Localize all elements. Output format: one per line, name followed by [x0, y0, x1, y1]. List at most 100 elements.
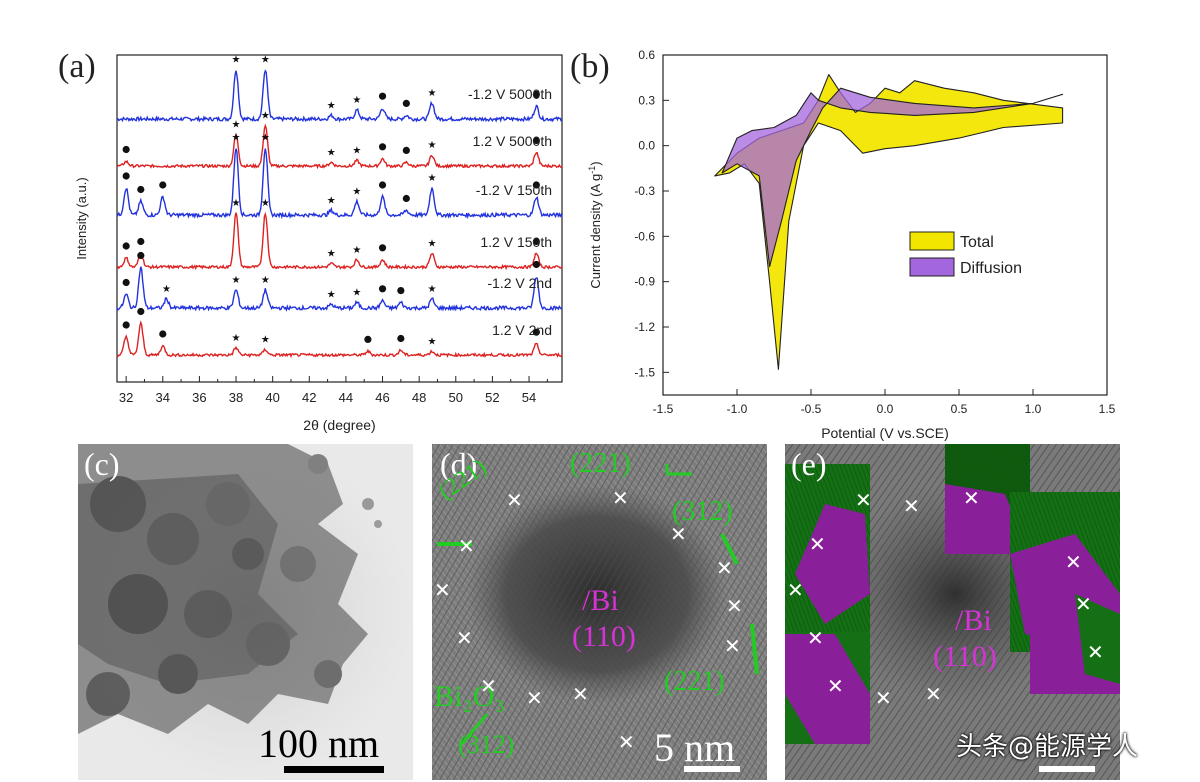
- xrd-phase-star-marker: ★: [261, 111, 270, 122]
- lattice-point-marker: ✕: [787, 578, 804, 602]
- lattice-point-marker: ✕: [572, 682, 589, 706]
- xrd-phase-star-marker: ★: [327, 100, 336, 111]
- xrd-phase-dot-marker: [137, 185, 145, 194]
- watermark: 头条@能源学人: [956, 732, 1139, 762]
- xrd-phase-star-marker: ★: [427, 284, 436, 295]
- panel-a-label: (a): [58, 48, 96, 85]
- panel-d-label: (d): [440, 446, 478, 482]
- annotation-bi-e-text: Bi: [963, 604, 992, 637]
- xrd-x-tick-label: 32: [119, 390, 133, 405]
- xrd-phase-dot-marker: [532, 328, 540, 336]
- xrd-phase-star-marker: ★: [352, 288, 361, 299]
- lattice-point-marker: ✕: [506, 488, 523, 512]
- cv-y-tick-label: 0.0: [638, 139, 655, 153]
- xrd-phase-star-marker: ★: [232, 333, 241, 344]
- xrd-phase-star-marker: ★: [427, 173, 436, 184]
- xrd-phase-dot-marker: [378, 285, 387, 293]
- lattice-point-marker: ✕: [1087, 640, 1104, 664]
- xrd-x-tick-label: 48: [412, 390, 426, 405]
- xrd-phase-star-marker: ★: [427, 336, 436, 347]
- xrd-phase-dot-marker: [137, 307, 145, 316]
- lattice-mark: [750, 623, 759, 675]
- hrtem-d-markers: [437, 464, 759, 745]
- xrd-phase-star-marker: ★: [427, 140, 436, 151]
- xrd-phase-star-marker: ★: [427, 239, 436, 250]
- lattice-point-marker: ✕: [875, 686, 892, 710]
- xrd-series-line: [116, 148, 563, 220]
- lattice-point-marker: ✕: [809, 532, 826, 556]
- lattice-point-marker: ✕: [724, 634, 741, 658]
- xrd-phase-star-marker: ★: [261, 55, 270, 66]
- lattice-point-marker: ✕: [1075, 592, 1092, 616]
- xrd-phase-star-marker: ★: [261, 133, 270, 144]
- xrd-phase-dot-marker: [122, 242, 130, 250]
- xrd-phase-dot-marker: [532, 237, 540, 246]
- tem-c-particles: [78, 444, 413, 780]
- lattice-point-marker: ✕: [827, 674, 844, 698]
- xrd-phase-dot-marker: [402, 146, 410, 154]
- lattice-point-marker: ✕: [612, 486, 629, 510]
- cv-y-axis-label: Current density (A g-1): [587, 161, 603, 288]
- annotation-110-e: (110): [933, 640, 997, 673]
- xrd-x-tick-label: 46: [375, 390, 389, 405]
- cv-x-tick-label: -0.5: [801, 402, 822, 416]
- xrd-series-label: -1.2 V 2nd: [487, 275, 552, 291]
- xrd-phase-star-marker: ★: [352, 95, 361, 106]
- xrd-series-line: [116, 211, 563, 271]
- cv-x-tick-label: 1.5: [1099, 402, 1116, 416]
- xrd-phase-dot-marker: [378, 244, 387, 252]
- xrd-series-label: 1.2 V 5000th: [473, 133, 552, 149]
- xrd-phase-dot-marker: [378, 181, 387, 189]
- cv-y-tick-label: -0.6: [634, 229, 655, 243]
- xrd-series-label: 1.2 V 150th: [480, 234, 552, 250]
- hrtem-image-d: (d) (221) (221) (312) /Bi (110) (221) Bi…: [432, 444, 767, 780]
- xrd-x-tick-label: 34: [156, 390, 170, 405]
- xrd-phase-star-marker: ★: [232, 198, 241, 209]
- lattice-point-marker: ✕: [925, 682, 942, 706]
- cv-legend-swatch: [909, 231, 955, 251]
- xrd-phase-dot-marker: [159, 181, 167, 189]
- hrtem-image-e: (e) /Bi (110) ✕ ✕ ✕ ✕ ✕ ✕ ✕ ✕ ✕ ✕ ✕ ✕: [785, 444, 1120, 780]
- cv-x-tick-label: -1.0: [727, 402, 748, 416]
- xrd-phase-dot-marker: [532, 260, 540, 269]
- xrd-phase-star-marker: ★: [327, 248, 336, 259]
- cv-y-tick-label: -1.2: [634, 320, 655, 334]
- xrd-phase-dot-marker: [402, 99, 410, 107]
- annotation-bi-d: /Bi: [582, 584, 619, 617]
- cv-y-tick-label: -1.5: [634, 365, 655, 379]
- xrd-series-label: -1.2 V 150th: [476, 182, 552, 198]
- cv-y-tick-label: -0.3: [634, 184, 655, 198]
- xrd-series-line: [116, 266, 563, 312]
- xrd-series-label: 1.2 V 2nd: [492, 322, 552, 338]
- xrd-x-tick-label: 40: [265, 390, 279, 405]
- cv-x-tick-label: 0.5: [951, 402, 968, 416]
- annotation-312-bottom: (312): [458, 730, 515, 759]
- annotation-312-right: (312): [672, 496, 733, 527]
- xrd-phase-star-marker: ★: [162, 284, 171, 295]
- lattice-point-marker: ✕: [726, 594, 743, 618]
- xrd-phase-dot-marker: [137, 237, 145, 246]
- cv-x-axis-label: Potential (V vs.SCE): [821, 425, 949, 441]
- lattice-point-marker: ✕: [434, 578, 451, 602]
- xrd-x-tick-label: 54: [522, 390, 536, 405]
- annotation-221-top: (221): [570, 448, 631, 479]
- xrd-phase-star-marker: ★: [261, 198, 270, 209]
- lattice-point-marker: ✕: [456, 626, 473, 650]
- scale-label-100nm: 100 nm: [258, 721, 380, 766]
- xrd-phase-dot-marker: [402, 194, 410, 203]
- xrd-phase-star-marker: ★: [327, 147, 336, 158]
- xrd-series-label: -1.2 V 5000th: [468, 86, 552, 102]
- xrd-phase-dot-marker: [532, 90, 540, 98]
- lattice-point-marker: ✕: [670, 522, 687, 546]
- xrd-phase-dot-marker: [137, 251, 145, 260]
- xrd-series-line: [116, 320, 563, 359]
- lattice-point-marker: ✕: [1065, 550, 1082, 574]
- xrd-phase-dot-marker: [378, 143, 387, 151]
- xrd-plot-frame: [116, 54, 563, 383]
- xrd-series-line: [116, 69, 563, 123]
- tem-image-c: (c) 100 nm: [78, 444, 413, 780]
- xrd-x-tick-label: 36: [192, 390, 206, 405]
- xrd-phase-star-marker: ★: [352, 146, 361, 157]
- annotation-221-right: (221): [664, 666, 725, 697]
